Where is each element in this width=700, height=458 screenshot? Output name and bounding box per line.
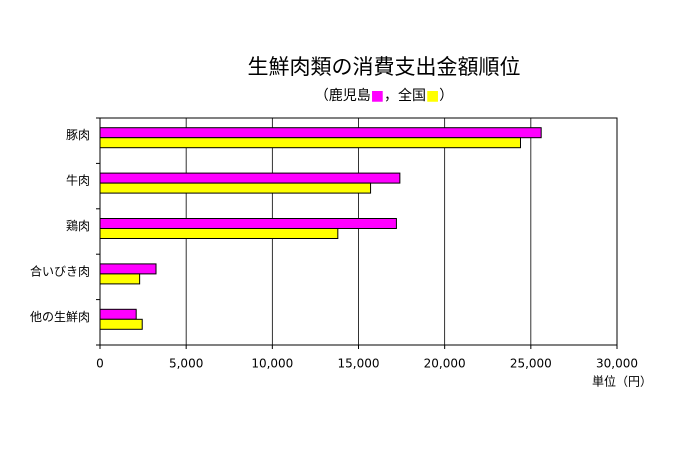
x-tick-label: 20,000: [424, 357, 466, 371]
bar: [99, 273, 141, 285]
chart-title: 生鮮肉類の消費支出金額順位: [248, 55, 521, 79]
bar: [99, 218, 397, 229]
bar: [99, 263, 157, 275]
x-unit: 単位（円）: [592, 374, 652, 389]
y-tick-label: 他の生鮮肉: [30, 310, 90, 324]
bar: [99, 137, 521, 149]
bar: [99, 318, 143, 330]
x-tick-label: 10,000: [251, 357, 293, 371]
bar: [99, 228, 339, 239]
y-tick-label: 豚肉: [66, 128, 90, 142]
y-tick-label: 合いびき肉: [30, 263, 90, 278]
chart-subtitle: （鹿児島■，全国■）: [315, 87, 453, 104]
x-tick-label: 5,000: [169, 357, 203, 371]
bar: [99, 127, 542, 139]
x-tick-label: 0: [96, 357, 104, 371]
bar: [99, 308, 137, 320]
x-tick-label: 30,000: [596, 357, 638, 371]
x-tick-label: 25,000: [510, 357, 552, 371]
bar: [99, 172, 401, 184]
x-tick-label: 15,000: [338, 357, 380, 371]
y-tick-label: 鶏肉: [66, 219, 90, 233]
bar: [99, 182, 372, 194]
y-tick-label: 牛肉: [66, 173, 90, 188]
